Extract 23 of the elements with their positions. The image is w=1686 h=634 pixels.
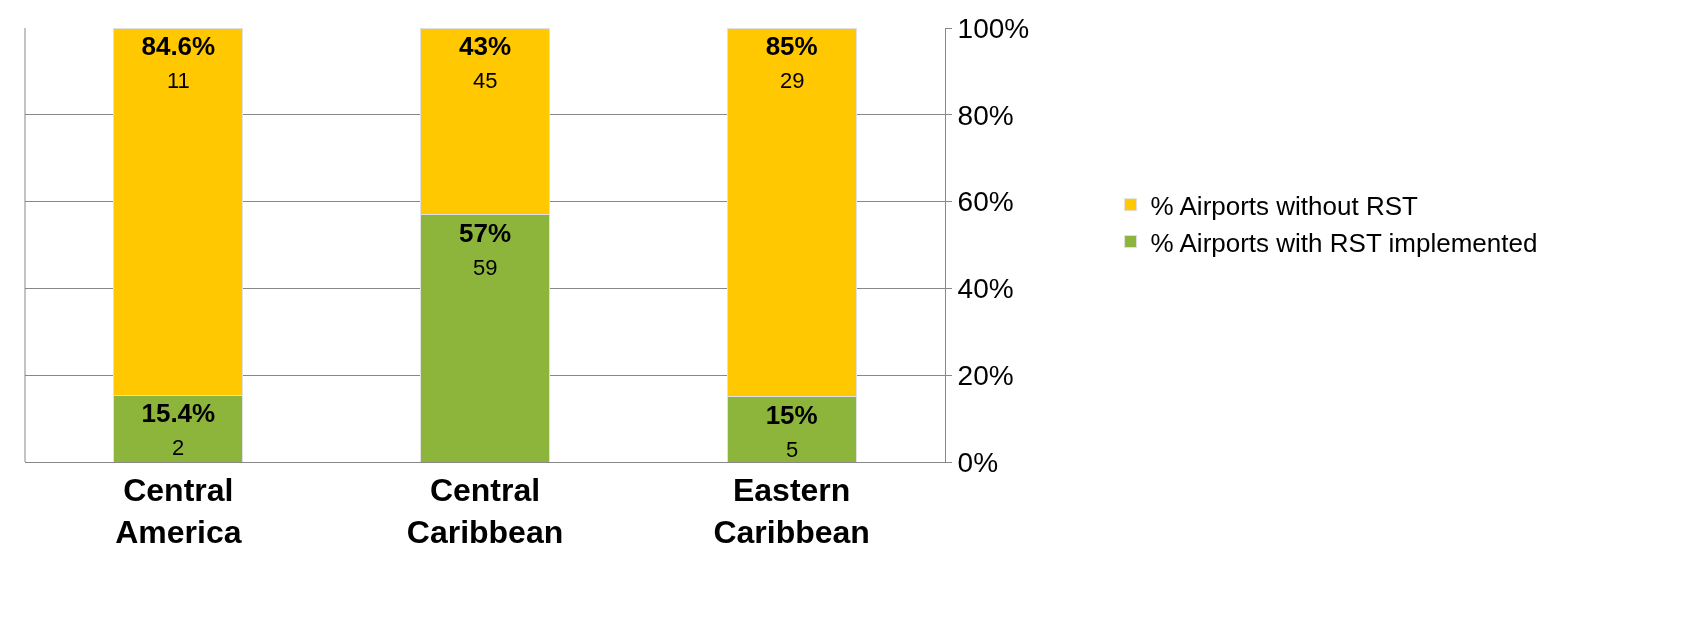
annotation: 59 <box>473 255 498 280</box>
x-tick-label: Central America <box>115 472 242 550</box>
y-tick-label: 100% <box>957 12 1030 44</box>
legend-label: % Airports with RST implemented <box>1150 227 1538 258</box>
data-label: 57% <box>458 217 512 248</box>
annotation: 29 <box>780 68 805 93</box>
y-tick-label: 80% <box>957 99 1014 131</box>
annotation: 11 <box>167 68 190 93</box>
data-label: 15% <box>765 399 818 430</box>
annotation: 5 <box>786 437 799 462</box>
y-tick-label: 20% <box>957 360 1014 391</box>
y-tick-label: 60% <box>957 186 1014 218</box>
x-tick-label: Central Caribbean <box>406 472 564 550</box>
data-label: 84.6% <box>141 31 216 61</box>
data-label: 43% <box>458 31 512 61</box>
y-tick-label: 0% <box>957 446 999 478</box>
data-label: 15.4% <box>141 398 216 429</box>
x-tick-label: Eastern Caribbean <box>713 472 870 550</box>
annotation: 45 <box>473 68 498 93</box>
y-tick-label: 40% <box>957 273 1014 305</box>
annotation: 2 <box>172 435 185 460</box>
legend-label: % Airports without RST <box>1150 190 1419 221</box>
data-label: 85% <box>765 31 818 61</box>
